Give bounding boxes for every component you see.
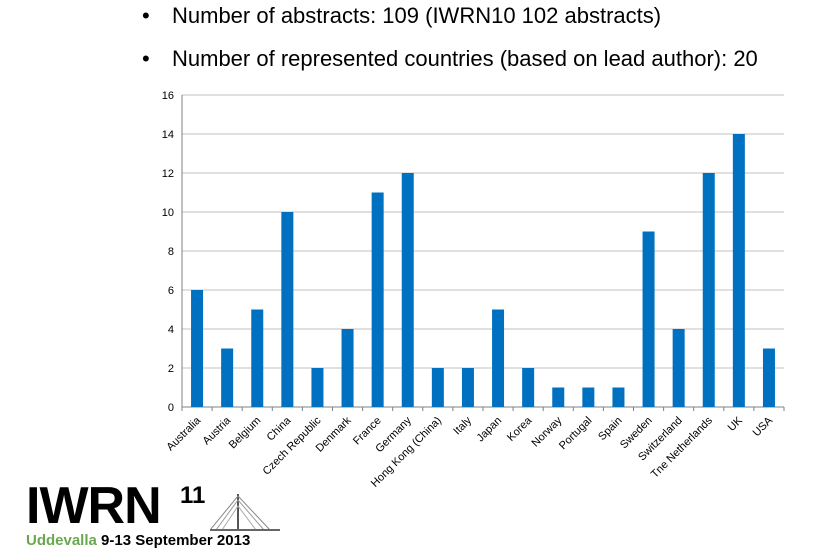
bar-switzerland: [672, 329, 685, 407]
y-tick-label: 14: [162, 129, 174, 141]
x-tick-label: Italy: [451, 414, 474, 437]
x-tick-label: Japan: [474, 415, 504, 445]
logo-title: IWRN: [26, 477, 162, 535]
x-tick-label: Belgium: [227, 415, 264, 452]
y-tick-label: 8: [168, 246, 174, 258]
bar-germany: [401, 173, 414, 407]
bar-czech-republic: [311, 368, 324, 407]
bullet-countries: • Number of represented countries (based …: [142, 46, 758, 72]
bar-belgium: [251, 309, 264, 407]
y-tick-label: 10: [162, 207, 174, 219]
logo-subtitle: Uddevalla 9-13 September 2013: [26, 532, 250, 549]
x-tick-label: UK: [726, 414, 746, 434]
bar-tne-netherlands: [702, 173, 715, 407]
bar-italy: [461, 368, 474, 407]
bar-korea: [522, 368, 535, 407]
bar-spain: [612, 387, 625, 407]
bar-france: [371, 192, 384, 407]
conference-logo: IWRN 11 Uddevalla 9-13 September 2013: [20, 480, 280, 552]
y-tick-label: 4: [168, 324, 174, 336]
logo-dates: 9-13 September 2013: [96, 532, 251, 549]
bridge-icon: [210, 494, 280, 531]
bar-austria: [221, 348, 234, 407]
y-tick-label: 12: [162, 168, 174, 180]
x-tick-label: USA: [751, 414, 776, 439]
y-tick-label: 2: [168, 363, 174, 375]
y-tick-label: 0: [168, 402, 174, 414]
y-tick-label: 6: [168, 285, 174, 297]
bullet-symbol: •: [142, 46, 150, 71]
bar-uk: [732, 134, 745, 407]
y-tick-label: 16: [162, 90, 174, 102]
bullet-symbol: •: [142, 3, 150, 28]
bar-usa: [762, 348, 775, 407]
bar-china: [281, 212, 294, 407]
bar-denmark: [341, 329, 354, 407]
bar-norway: [552, 387, 565, 407]
logo-edition: 11: [180, 482, 206, 509]
bullet-text: Number of abstracts: 109 (IWRN10 102 abs…: [172, 3, 662, 28]
x-tick-label: Portugal: [557, 415, 594, 452]
bullet-text: Number of represented countries (based o…: [172, 46, 758, 71]
bar-australia: [191, 290, 204, 407]
x-tick-label: Australia: [164, 414, 203, 453]
bullet-abstracts: • Number of abstracts: 109 (IWRN10 102 ab…: [142, 3, 661, 29]
x-tick-label: Spain: [596, 415, 624, 443]
logo-place: Uddevalla: [26, 532, 97, 549]
bar-sweden: [642, 231, 655, 407]
bar-japan: [492, 309, 505, 407]
bar-hong-kong-china-: [431, 368, 444, 407]
bar-portugal: [582, 387, 595, 407]
